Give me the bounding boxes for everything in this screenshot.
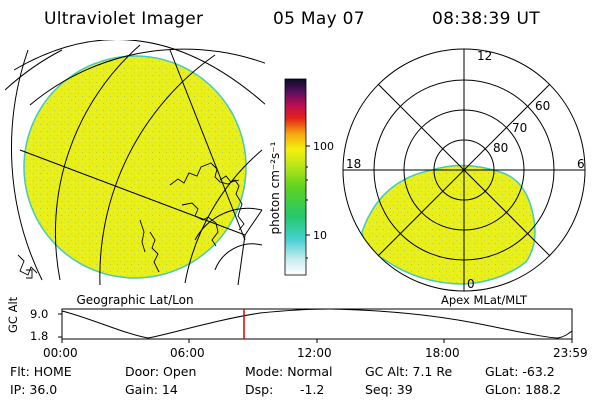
altitude-curve bbox=[61, 308, 573, 339]
status-flt: Flt: HOME bbox=[10, 364, 72, 379]
status-dsp-value: -1.2 bbox=[300, 382, 325, 397]
status-mode: Mode: Normal bbox=[245, 364, 333, 379]
status-seq: Seq: 39 bbox=[365, 382, 413, 397]
mlt-label-6: 6 bbox=[577, 157, 585, 171]
alt-x-tick-3: 18:00 bbox=[425, 346, 460, 360]
status-door: Door: Open bbox=[125, 364, 197, 379]
emission-disk bbox=[23, 55, 247, 279]
status-ip: IP: 36.0 bbox=[10, 382, 58, 397]
polar-grid bbox=[342, 48, 586, 292]
geographic-map bbox=[5, 40, 265, 286]
polar-map: 12 18 6 0 80 70 60 bbox=[342, 48, 586, 292]
altitude-plot bbox=[58, 308, 573, 343]
alt-x-tick-4: 23:59 bbox=[553, 346, 588, 360]
mlt-label-12: 12 bbox=[477, 49, 492, 63]
date-label: 05 May 07 bbox=[273, 9, 365, 29]
alt-y-min: 1.8 bbox=[30, 329, 49, 343]
mlt-label-0: 0 bbox=[467, 277, 475, 291]
alt-x-tick-1: 06:00 bbox=[170, 346, 205, 360]
mlat-label-60: 60 bbox=[535, 99, 550, 113]
time-label: 08:38:39 UT bbox=[432, 9, 540, 29]
colorbar-tick-10: 10 bbox=[313, 229, 327, 242]
mlat-label-80: 80 bbox=[493, 141, 508, 155]
gc-alt-axis-label: GC Alt bbox=[6, 296, 20, 333]
status-gc-alt: GC Alt: 7.1 Re bbox=[365, 364, 453, 379]
alt-x-tick-2: 12:00 bbox=[297, 346, 332, 360]
mlat-label-70: 70 bbox=[512, 121, 527, 135]
colorbar-unit-label: photon cm⁻²s⁻¹ bbox=[268, 141, 282, 234]
status-glat: GLat: -63.2 bbox=[485, 364, 555, 379]
app-title: Ultraviolet Imager bbox=[44, 9, 204, 29]
colorbar: 100 10 photon cm⁻²s⁻¹ bbox=[268, 78, 334, 276]
coastline bbox=[17, 162, 245, 279]
right-panel-caption: Apex MLat/MLT bbox=[441, 293, 528, 307]
status-glon: GLon: 188.2 bbox=[485, 382, 561, 397]
auroral-oval-emission bbox=[361, 164, 536, 285]
status-dsp-label: Dsp: bbox=[245, 382, 274, 397]
alt-x-tick-0: 00:00 bbox=[43, 346, 78, 360]
mlt-label-18: 18 bbox=[346, 157, 361, 171]
left-panel-caption: Geographic Lat/Lon bbox=[76, 293, 193, 307]
status-gain: Gain: 14 bbox=[125, 382, 178, 397]
alt-y-max: 9.0 bbox=[30, 307, 49, 321]
lat-lon-grid bbox=[5, 40, 265, 286]
colorbar-tick-100: 100 bbox=[313, 140, 334, 153]
